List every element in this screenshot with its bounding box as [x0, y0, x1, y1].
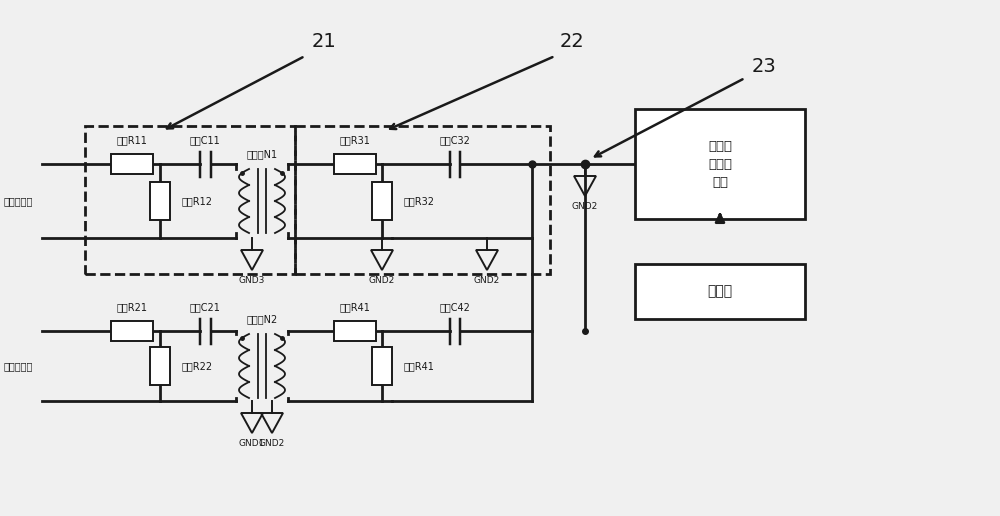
FancyBboxPatch shape [111, 154, 153, 174]
Text: 电容C42: 电容C42 [440, 302, 470, 312]
FancyBboxPatch shape [111, 321, 153, 341]
Text: 22: 22 [560, 32, 585, 51]
FancyBboxPatch shape [635, 109, 805, 219]
FancyBboxPatch shape [372, 182, 392, 220]
FancyBboxPatch shape [150, 347, 170, 385]
Text: 电阻R31: 电阻R31 [340, 135, 370, 145]
Text: 左声道输入: 左声道输入 [4, 196, 33, 206]
Text: 处理器: 处理器 [707, 284, 733, 298]
Text: 电阻R41: 电阻R41 [404, 361, 435, 371]
FancyBboxPatch shape [372, 347, 392, 385]
FancyBboxPatch shape [334, 154, 376, 174]
Text: GND2: GND2 [259, 439, 285, 448]
Text: 电阻R21: 电阻R21 [116, 302, 148, 312]
FancyBboxPatch shape [334, 321, 376, 341]
Text: 右声道输入: 右声道输入 [4, 361, 33, 371]
Text: 变压器N1: 变压器N1 [246, 149, 278, 159]
Text: GND1: GND1 [239, 439, 265, 448]
FancyBboxPatch shape [150, 182, 170, 220]
Text: GND2: GND2 [572, 202, 598, 211]
Text: 21: 21 [312, 32, 337, 51]
Text: 电阻R41: 电阻R41 [340, 302, 370, 312]
Text: 形成一
路噪声
信号: 形成一 路噪声 信号 [708, 139, 732, 188]
Text: GND2: GND2 [369, 276, 395, 285]
Text: 电阻R22: 电阻R22 [182, 361, 213, 371]
Text: 电阻R12: 电阻R12 [182, 196, 213, 206]
Text: 电容C21: 电容C21 [190, 302, 220, 312]
Text: 电阻R32: 电阻R32 [404, 196, 435, 206]
Text: 电容C11: 电容C11 [190, 135, 220, 145]
Text: 23: 23 [752, 57, 777, 76]
Text: 电阻R11: 电阻R11 [117, 135, 147, 145]
Text: 电容C32: 电容C32 [440, 135, 470, 145]
FancyBboxPatch shape [635, 264, 805, 319]
Text: GND2: GND2 [474, 276, 500, 285]
Text: 变压器N2: 变压器N2 [246, 314, 278, 324]
Text: GND3: GND3 [239, 276, 265, 285]
